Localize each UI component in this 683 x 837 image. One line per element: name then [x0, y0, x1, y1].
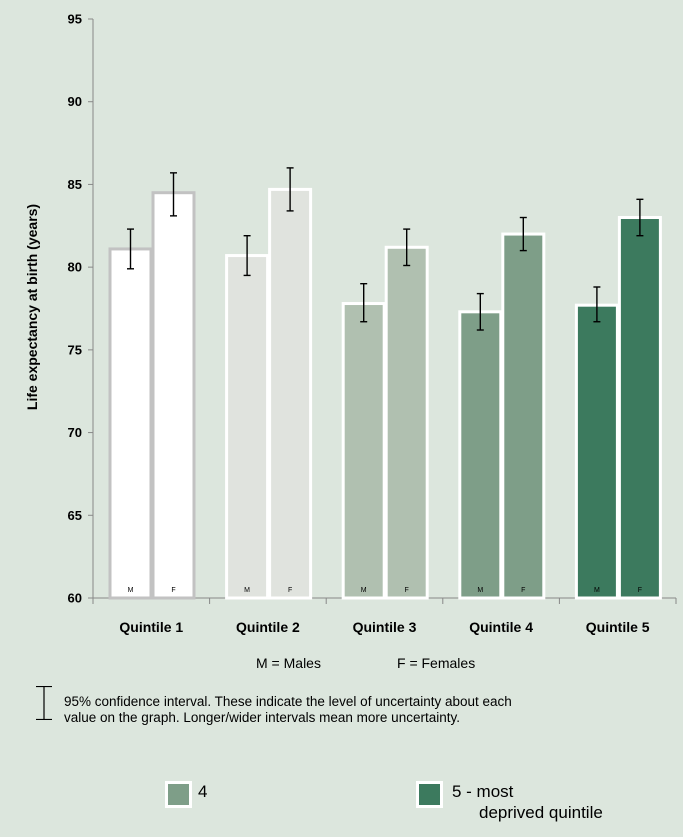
legend-label-quintile-5: 5 - most deprived quintile — [452, 781, 603, 823]
y-tick-label: 80 — [68, 260, 82, 275]
category-label: Quintile 1 — [119, 619, 183, 635]
plot-area: 60 65 70 75 80 85 90 95 M F Quintile 1 M F Quintile 2… — [68, 12, 677, 635]
bar-female — [384, 245, 429, 600]
bar-female — [268, 187, 313, 600]
bar-sex-label: F — [638, 587, 642, 594]
y-tick-label: 85 — [68, 177, 82, 192]
bar-female — [501, 232, 546, 600]
bar-sex-label: F — [521, 587, 525, 594]
y-tick-label: 75 — [68, 342, 82, 357]
bar-sex-label: M — [244, 587, 250, 594]
bar-sex-label: M — [594, 587, 600, 594]
y-tick-label: 90 — [68, 94, 82, 109]
legend-label-quintile-4: 4 — [198, 782, 208, 801]
legend-item-quintile-5: 5 - most deprived quintile — [416, 781, 603, 823]
males-note: M = Males — [256, 655, 321, 671]
bar-chart: 60 65 70 75 80 85 90 95 M F Quintile 1 M F Quintile 2… — [24, 12, 677, 671]
y-tick-label: 65 — [68, 508, 82, 523]
bar-sex-label: M — [477, 587, 483, 594]
category-label: Quintile 5 — [586, 619, 650, 635]
bar-male — [458, 310, 503, 600]
bar-female — [617, 216, 662, 600]
y-tick-label: 95 — [68, 12, 82, 27]
bar-male — [574, 303, 619, 600]
bar-sex-label: M — [361, 587, 367, 594]
y-tick-label: 70 — [68, 425, 82, 440]
bar-sex-label: F — [288, 587, 292, 594]
confidence-interval-note: 95% confidence interval. These indicate … — [34, 686, 683, 725]
females-note: F = Females — [397, 655, 475, 671]
category-label: Quintile 4 — [469, 619, 533, 635]
y-tick-label: 60 — [68, 591, 82, 606]
legend-swatch-quintile-4 — [165, 781, 192, 808]
bar-sex-label: M — [128, 587, 134, 594]
legend-label-quintile-5-line-2: deprived quintile — [479, 803, 603, 822]
bar-male — [225, 254, 270, 600]
y-axis-label: Life expectancy at birth (years) — [24, 204, 40, 410]
category-label: Quintile 3 — [353, 619, 417, 635]
error-bar-icon — [36, 686, 52, 720]
confidence-interval-text: 95% confidence interval. These indicate … — [64, 694, 512, 726]
bar-male — [341, 302, 386, 600]
bar-male — [108, 247, 153, 600]
bar-sex-label: F — [171, 587, 175, 594]
ci-text-line-2: value on the graph. Longer/wider interva… — [64, 710, 460, 725]
bar-sex-label: F — [405, 587, 409, 594]
legend-label-quintile-5-line-1: 5 - most — [452, 782, 514, 801]
legend-item-quintile-4: 4 — [165, 781, 207, 808]
category-label: Quintile 2 — [236, 619, 300, 635]
legend-swatch-quintile-5 — [416, 781, 443, 808]
bar-female — [151, 191, 196, 600]
ci-text-line-1: 95% confidence interval. These indicate … — [64, 694, 512, 709]
